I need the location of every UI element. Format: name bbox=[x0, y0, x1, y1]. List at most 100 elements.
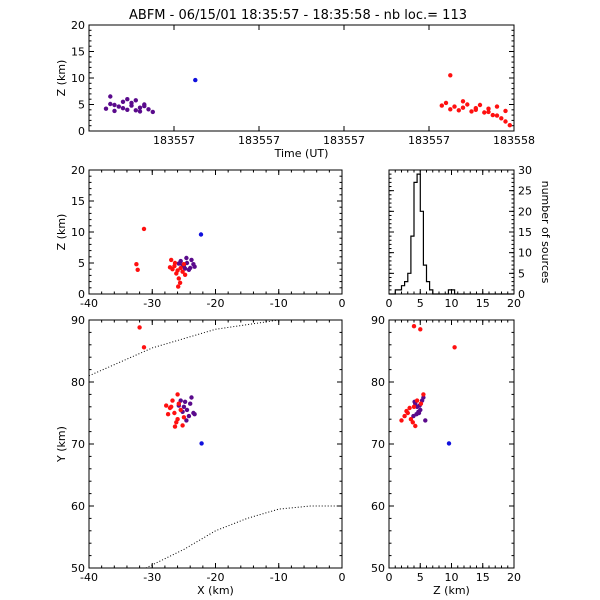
y-tick-label: 0 bbox=[78, 288, 85, 301]
data-point bbox=[177, 280, 183, 285]
data-point bbox=[108, 101, 113, 107]
data-point bbox=[413, 423, 418, 429]
data-point bbox=[486, 106, 491, 111]
data-point bbox=[182, 272, 188, 277]
data-point bbox=[133, 108, 138, 113]
data-point bbox=[186, 413, 192, 419]
data-point bbox=[410, 420, 415, 425]
data-point bbox=[176, 284, 181, 289]
data-point bbox=[399, 418, 404, 423]
y-tick-label: 60 bbox=[371, 500, 385, 513]
data-point bbox=[507, 123, 512, 128]
data-point bbox=[176, 261, 181, 266]
data-point bbox=[423, 418, 428, 423]
y-tick-label: 20 bbox=[71, 164, 85, 177]
data-point bbox=[486, 109, 491, 115]
x-tick-label: -30 bbox=[143, 297, 161, 310]
data-point bbox=[448, 107, 453, 112]
y-tick-label: 50 bbox=[371, 562, 385, 575]
data-point bbox=[418, 401, 424, 406]
y-axis-label: number of sources bbox=[539, 181, 552, 284]
data-point bbox=[170, 398, 175, 403]
x-tick-label: -40 bbox=[80, 297, 98, 310]
x-tick-label: 5 bbox=[417, 297, 424, 310]
data-point bbox=[460, 105, 466, 110]
data-point bbox=[402, 413, 407, 419]
y-tick-label: 90 bbox=[371, 314, 385, 327]
data-point bbox=[414, 398, 420, 403]
data-point bbox=[125, 107, 130, 113]
figure-title: ABFM - 06/15/01 18:35:57 - 18:35:58 - nb… bbox=[129, 8, 467, 23]
data-point bbox=[180, 269, 185, 274]
y-tick-label: 5 bbox=[518, 267, 525, 280]
data-point bbox=[141, 226, 147, 232]
x-tick-label: -30 bbox=[143, 571, 161, 584]
data-point bbox=[182, 399, 188, 404]
data-point bbox=[477, 102, 483, 108]
data-point bbox=[120, 99, 126, 105]
data-point bbox=[175, 392, 180, 397]
data-point bbox=[176, 276, 181, 281]
data-point bbox=[439, 103, 444, 108]
plot-frame bbox=[88, 24, 515, 132]
data-point bbox=[184, 255, 189, 261]
data-point bbox=[443, 100, 449, 106]
data-point bbox=[411, 404, 417, 409]
y-tick-label: 10 bbox=[518, 247, 532, 260]
data-point bbox=[165, 412, 171, 417]
data-point bbox=[172, 260, 178, 266]
x-tick-label: 183558 bbox=[493, 134, 535, 147]
y-axis-label: Y (km) bbox=[55, 426, 68, 463]
data-point bbox=[452, 104, 457, 109]
data-point bbox=[141, 345, 147, 350]
y-tick-label: 0 bbox=[78, 125, 85, 138]
x-tick-label: -10 bbox=[270, 571, 288, 584]
data-point bbox=[411, 324, 417, 329]
y-axis-label: Z (km) bbox=[55, 214, 68, 251]
data-point bbox=[189, 395, 194, 400]
data-point bbox=[503, 119, 508, 124]
data-point bbox=[193, 77, 198, 83]
x-tick-label: 20 bbox=[507, 571, 521, 584]
histogram-step bbox=[389, 173, 514, 295]
data-point bbox=[421, 395, 426, 400]
y-tick-label: 70 bbox=[71, 438, 85, 451]
x-axis-label: Time (UT) bbox=[274, 147, 329, 160]
y-tick-label: 0 bbox=[518, 288, 525, 301]
data-point bbox=[407, 405, 412, 411]
data-point bbox=[186, 267, 192, 272]
x-tick-label: 0 bbox=[339, 297, 346, 310]
data-point bbox=[180, 423, 185, 428]
data-point bbox=[181, 262, 187, 267]
data-point bbox=[499, 116, 504, 121]
data-point bbox=[133, 98, 138, 103]
data-point bbox=[150, 109, 155, 115]
x-axis-label: X (km) bbox=[197, 584, 234, 597]
x-tick-label: 0 bbox=[386, 571, 393, 584]
data-point bbox=[137, 325, 142, 330]
plot-frame bbox=[388, 319, 515, 569]
y-tick-label: 30 bbox=[518, 164, 532, 177]
data-point bbox=[503, 108, 508, 114]
data-point bbox=[178, 407, 183, 413]
plot-frame bbox=[88, 169, 343, 295]
data-point bbox=[182, 266, 188, 271]
data-point bbox=[460, 99, 466, 104]
data-point bbox=[181, 404, 187, 409]
data-point bbox=[446, 441, 452, 446]
data-point bbox=[448, 73, 453, 78]
data-point bbox=[188, 401, 193, 406]
x-tick-label: 15 bbox=[476, 571, 490, 584]
x-tick-label: 183557 bbox=[323, 134, 365, 147]
data-point bbox=[465, 102, 470, 107]
x-tick-label: -40 bbox=[80, 571, 98, 584]
data-point bbox=[116, 104, 122, 109]
data-point bbox=[452, 345, 457, 350]
data-point bbox=[167, 265, 173, 270]
y-tick-label: 60 bbox=[71, 500, 85, 513]
y-tick-label: 15 bbox=[71, 195, 85, 208]
data-point bbox=[146, 107, 151, 112]
data-point bbox=[112, 102, 117, 108]
y-tick-label: 20 bbox=[71, 19, 85, 32]
